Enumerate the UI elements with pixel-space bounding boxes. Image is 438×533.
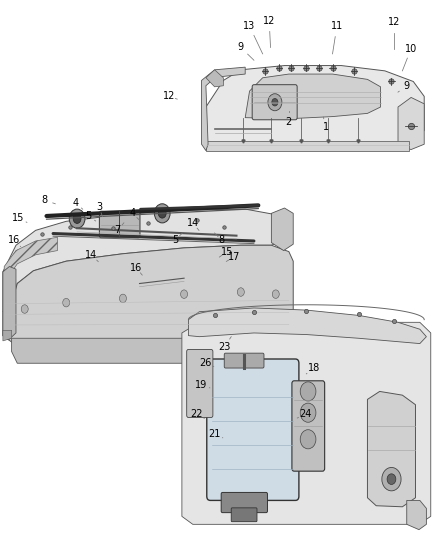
Circle shape <box>21 305 28 313</box>
Text: 12: 12 <box>162 91 175 101</box>
Text: 16: 16 <box>8 235 20 245</box>
Circle shape <box>300 430 316 449</box>
Text: 5: 5 <box>85 211 91 221</box>
Text: 13: 13 <box>244 21 256 31</box>
Polygon shape <box>367 391 416 507</box>
Text: 14: 14 <box>85 250 98 260</box>
Text: 15: 15 <box>221 247 233 256</box>
FancyBboxPatch shape <box>206 141 409 151</box>
FancyBboxPatch shape <box>207 359 299 500</box>
Text: 8: 8 <box>41 195 47 205</box>
Text: 9: 9 <box>238 43 244 52</box>
Text: 23: 23 <box>218 342 230 352</box>
FancyBboxPatch shape <box>292 381 325 471</box>
Circle shape <box>120 294 127 303</box>
Text: 15: 15 <box>12 213 25 223</box>
Circle shape <box>382 467 401 491</box>
Text: 19: 19 <box>195 379 208 390</box>
Text: 9: 9 <box>404 81 410 91</box>
Text: 16: 16 <box>130 263 142 272</box>
Text: 14: 14 <box>187 218 199 228</box>
Polygon shape <box>201 67 245 151</box>
Text: 18: 18 <box>308 362 320 373</box>
Text: 3: 3 <box>96 202 102 212</box>
Text: 22: 22 <box>190 409 202 419</box>
Polygon shape <box>407 500 426 530</box>
Text: 12: 12 <box>388 17 400 27</box>
Circle shape <box>180 290 187 298</box>
Polygon shape <box>398 98 424 150</box>
Text: 12: 12 <box>263 16 276 26</box>
Polygon shape <box>245 74 381 119</box>
Polygon shape <box>12 338 293 364</box>
Text: 8: 8 <box>218 235 224 245</box>
Circle shape <box>272 290 279 298</box>
Polygon shape <box>3 209 289 312</box>
Text: 4: 4 <box>130 208 136 219</box>
Text: 5: 5 <box>172 235 178 245</box>
Polygon shape <box>206 70 223 87</box>
FancyBboxPatch shape <box>224 353 264 368</box>
Circle shape <box>158 208 166 218</box>
Polygon shape <box>3 330 12 341</box>
Circle shape <box>300 403 316 422</box>
Text: 2: 2 <box>286 117 292 127</box>
Polygon shape <box>188 308 426 344</box>
Polygon shape <box>206 66 424 150</box>
Text: 26: 26 <box>199 358 211 368</box>
Text: 10: 10 <box>405 44 417 53</box>
Polygon shape <box>4 237 57 280</box>
Polygon shape <box>3 245 293 344</box>
Text: 7: 7 <box>115 225 121 236</box>
Circle shape <box>63 298 70 307</box>
Text: 4: 4 <box>73 198 79 208</box>
FancyBboxPatch shape <box>99 211 140 238</box>
Text: 21: 21 <box>208 429 221 439</box>
Polygon shape <box>182 322 431 524</box>
Circle shape <box>268 94 282 111</box>
Circle shape <box>69 209 85 228</box>
Text: 1: 1 <box>323 122 329 132</box>
Polygon shape <box>272 208 293 251</box>
Circle shape <box>300 382 316 401</box>
FancyBboxPatch shape <box>252 85 297 120</box>
Circle shape <box>272 99 278 106</box>
Text: 17: 17 <box>228 252 240 262</box>
FancyBboxPatch shape <box>187 350 213 417</box>
FancyBboxPatch shape <box>231 508 257 522</box>
Text: 11: 11 <box>331 21 343 31</box>
Polygon shape <box>3 266 16 340</box>
Text: 24: 24 <box>299 409 311 419</box>
FancyBboxPatch shape <box>221 492 268 513</box>
Circle shape <box>73 214 81 223</box>
Circle shape <box>237 288 244 296</box>
Circle shape <box>387 474 396 484</box>
Circle shape <box>154 204 170 223</box>
